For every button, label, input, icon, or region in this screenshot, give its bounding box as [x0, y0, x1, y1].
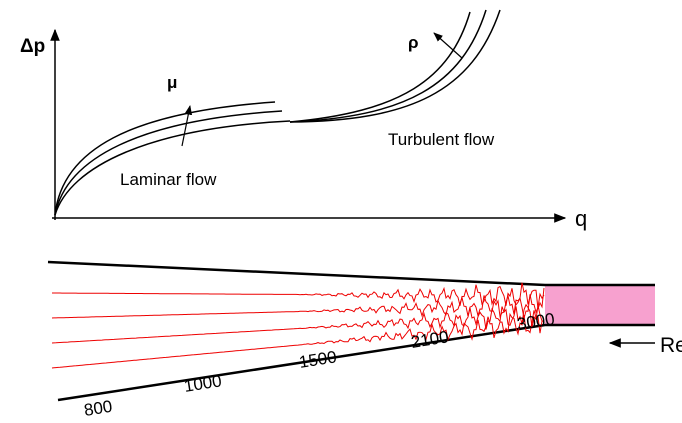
streamline — [51, 310, 545, 369]
turbulent-label: Turbulent flow — [388, 130, 495, 149]
re-value: 3000 — [516, 309, 556, 334]
turbulent-curve — [289, 11, 471, 123]
pipe-wall — [57, 323, 655, 402]
re-value: 1500 — [298, 347, 338, 372]
streamline — [51, 303, 545, 344]
re-value: 2100 — [410, 327, 450, 352]
streamline — [52, 282, 545, 310]
x-axis-label: q — [575, 206, 587, 231]
mu-label: μ — [167, 73, 177, 92]
laminar-curve — [54, 120, 291, 216]
laminar-label: Laminar flow — [120, 170, 217, 189]
laminar-curve — [54, 101, 276, 216]
laminar-curve — [54, 110, 283, 216]
re-value: 800 — [83, 397, 114, 420]
y-axis-label: Δp — [20, 36, 45, 57]
rho-arrow — [433, 32, 463, 59]
re-label: Re — [660, 334, 682, 357]
turbulent-curve — [289, 9, 487, 123]
mu-arrow — [181, 105, 193, 147]
rho-label: ρ — [408, 33, 419, 52]
pipe-wall — [47, 260, 655, 287]
curves — [54, 9, 501, 216]
turbulent-zone — [545, 285, 655, 325]
streamlines — [51, 282, 545, 369]
turbulent-curve — [289, 9, 501, 123]
re-value: 1000 — [183, 371, 223, 396]
streamline — [51, 292, 545, 319]
